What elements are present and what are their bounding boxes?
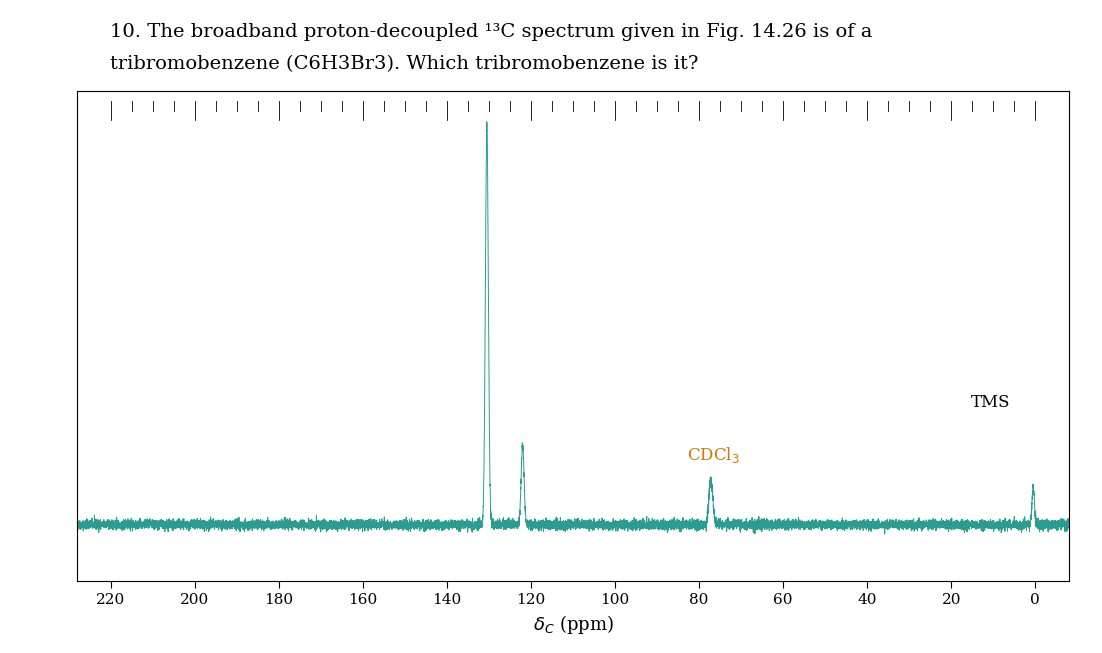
Text: TMS: TMS: [971, 394, 1011, 411]
Text: tribromobenzene (C6H3Br3). Which tribromobenzene is it?: tribromobenzene (C6H3Br3). Which tribrom…: [110, 56, 699, 74]
Text: CDCl$_3$: CDCl$_3$: [687, 445, 739, 464]
Text: 10. The broadband proton-decoupled ¹³C spectrum given in Fig. 14.26 is of a: 10. The broadband proton-decoupled ¹³C s…: [110, 23, 873, 41]
X-axis label: $\delta_C$ (ppm): $\delta_C$ (ppm): [532, 613, 614, 635]
